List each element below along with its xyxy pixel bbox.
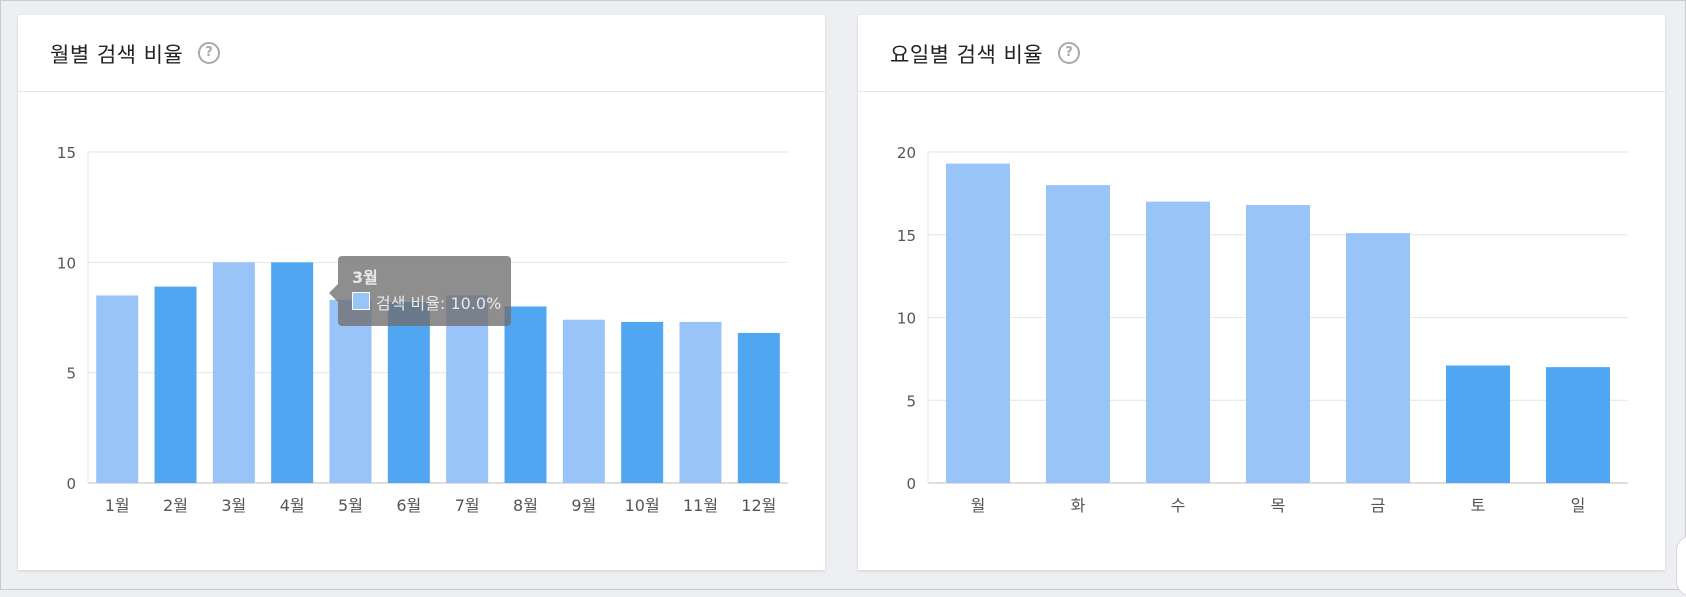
bar-6[interactable]	[387, 302, 430, 483]
bar-3[interactable]	[1146, 201, 1210, 483]
chart-tooltip: 3월 검색 비율: 10.0%	[329, 256, 511, 326]
x-tick-label: 화	[1071, 496, 1086, 515]
weekday-search-ratio-card: 요일별 검색 비율 ? 0 5 10 15 20 월 화 수 목 금 토 일	[858, 15, 1665, 570]
y-tick-label: 10	[897, 310, 916, 328]
x-tick-label: 5월	[338, 496, 363, 515]
x-tick-label: 7월	[455, 496, 480, 515]
y-tick-label: 15	[897, 227, 916, 245]
y-tick-label: 5	[66, 365, 76, 383]
x-tick-label: 4월	[280, 496, 305, 515]
card-header: 월별 검색 비율 ?	[18, 15, 825, 92]
bar-5[interactable]	[329, 299, 372, 483]
x-tick-label: 월	[971, 496, 986, 515]
x-tick-label: 토	[1471, 496, 1486, 515]
bar-5[interactable]	[1346, 233, 1410, 483]
bar-4[interactable]	[271, 262, 314, 483]
bar-9[interactable]	[562, 319, 605, 483]
bar-7[interactable]	[446, 295, 489, 483]
x-tick-label: 2월	[163, 496, 188, 515]
x-tick-label: 10월	[625, 496, 660, 515]
bar-10[interactable]	[621, 321, 664, 483]
x-tick-label: 3월	[221, 496, 246, 515]
bar-6[interactable]	[1446, 365, 1510, 483]
bar-2[interactable]	[154, 286, 197, 483]
y-tick-label: 0	[66, 475, 76, 493]
x-tick-label: 목	[1271, 496, 1286, 515]
tooltip-label: 검색 비율: 10.0%	[376, 294, 502, 313]
x-tick-label: 8월	[513, 496, 538, 515]
bar-2[interactable]	[1046, 185, 1110, 483]
y-tick-label: 15	[57, 144, 76, 162]
bar-4[interactable]	[1246, 204, 1310, 483]
x-tick-label: 9월	[571, 496, 596, 515]
y-tick-label: 20	[897, 144, 916, 162]
tooltip-title: 3월	[352, 268, 378, 287]
y-tick-label: 10	[57, 254, 76, 272]
bar-8[interactable]	[504, 306, 547, 483]
tooltip-swatch	[352, 292, 370, 310]
bar-3[interactable]	[212, 262, 255, 483]
question-circle-icon[interactable]: ?	[198, 42, 220, 64]
x-tick-label: 11월	[683, 496, 718, 515]
x-tick-label: 일	[1571, 496, 1586, 515]
monthly-search-ratio-card: 월별 검색 비율 ? 0 5 10 15 1월 2월 3월 4월 5월 6월 7월 8월 9월 10월 11…	[18, 15, 825, 570]
bar-11[interactable]	[679, 321, 722, 483]
x-tick-label: 6월	[396, 496, 421, 515]
bar-7[interactable]	[1546, 367, 1610, 483]
weekday-bar-chart: 0 5 10 15 20 월 화 수 목 금 토 일	[897, 144, 1628, 515]
card-title: 월별 검색 비율	[50, 43, 184, 67]
question-circle-icon[interactable]: ?	[1058, 42, 1080, 64]
bar-12[interactable]	[737, 332, 780, 483]
bar-1[interactable]	[946, 163, 1010, 483]
x-tick-label: 금	[1371, 496, 1386, 515]
monthly-bar-chart: 0 5 10 15 1월 2월 3월 4월 5월 6월 7월 8월 9월 10월 11월 12월	[57, 144, 788, 515]
card-title: 요일별 검색 비율	[890, 43, 1044, 67]
x-tick-label: 1월	[105, 496, 130, 515]
y-tick-label: 0	[906, 475, 916, 493]
scroll-handle[interactable]	[1676, 535, 1686, 597]
y-tick-label: 5	[906, 392, 916, 410]
bar-1[interactable]	[96, 295, 139, 483]
card-header: 요일별 검색 비율 ?	[858, 15, 1665, 92]
x-tick-label: 수	[1171, 496, 1186, 515]
x-tick-label: 12월	[741, 496, 776, 515]
